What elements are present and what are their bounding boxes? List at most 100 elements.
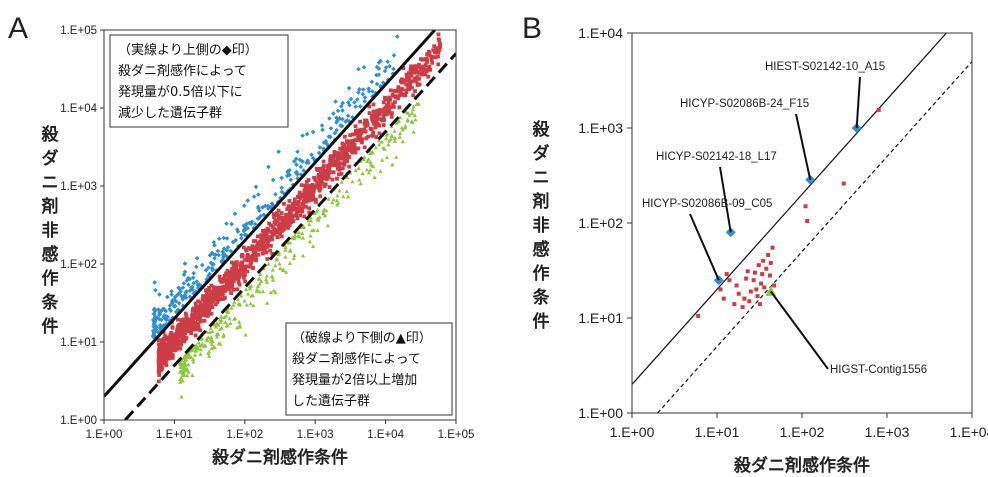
panel-a-points — [150, 32, 442, 399]
panel-a-point-unchanged — [375, 121, 380, 126]
panel-a-point-down — [215, 331, 221, 336]
panel-a-point-unchanged — [390, 92, 395, 97]
panel-a-point-down — [266, 261, 271, 266]
panel-a-point-unchanged — [279, 211, 284, 215]
panel-a-point-unchanged — [230, 260, 234, 265]
panel-a-point-unchanged — [348, 133, 353, 138]
panel-b-x-tick-label: 1.E+00 — [610, 424, 655, 440]
panel-a-point-unchanged — [272, 232, 277, 236]
panel-a-point-down — [379, 139, 384, 144]
panel-a-point-unchanged — [382, 118, 387, 123]
panel-a-point-unchanged — [415, 76, 420, 81]
panel-a-point-up — [153, 318, 158, 324]
panel-a-point-up — [153, 323, 159, 329]
panel-a-point-unchanged — [276, 226, 281, 231]
panel-a-point-down — [410, 107, 416, 112]
panel-a-point-unchanged — [291, 203, 296, 208]
panel-a-point-unchanged — [229, 291, 234, 295]
panel-a-point-unchanged — [300, 206, 305, 211]
panel-a-point-unchanged — [310, 197, 315, 202]
panel-a-point-up — [169, 288, 174, 294]
panel-a-point-unchanged — [185, 317, 190, 321]
panel-a-point-unchanged — [183, 337, 187, 342]
panel-a-point-down — [270, 278, 276, 282]
panel-a-point-unchanged — [213, 302, 218, 307]
panel-a-point-up — [256, 215, 262, 221]
panel-b-gene-label: HIEST-S02142-10_A15 — [765, 61, 885, 73]
panel-a-point-unchanged — [396, 86, 401, 91]
panel-a-point-up — [165, 314, 170, 320]
panel-a-point-up — [208, 260, 214, 266]
panel-a-point-down — [181, 356, 187, 361]
panel-a-point-unchanged — [356, 146, 361, 151]
panel-b-y-axis-title-char: ダ — [533, 143, 550, 164]
panel-a-point-unchanged — [241, 245, 246, 250]
panel-b-x-tick-label: 1.E+02 — [780, 424, 825, 440]
panel-a-point-down — [184, 352, 189, 357]
panel-a-point-down — [411, 104, 416, 109]
panel-a-point-unchanged — [176, 324, 181, 329]
panel-a-point-unchanged — [208, 289, 213, 294]
panel-a-point-unchanged — [188, 324, 193, 329]
panel-a-point-down — [345, 175, 350, 179]
panel-a-point-unchanged — [282, 223, 286, 227]
panel-b-x-axis-title: 殺ダニ剤感作条件 — [733, 455, 870, 476]
panel-a-point-down — [403, 124, 408, 128]
panel-a-point-down — [264, 277, 269, 282]
panel-a-point-up — [211, 251, 216, 257]
panel-a-point-down — [198, 352, 203, 356]
panel-a-point-up — [157, 325, 163, 330]
panel-a-point-up — [334, 115, 339, 121]
panel-a-point-up — [260, 205, 265, 210]
panel-a-point-unchanged — [190, 314, 195, 319]
panel-a-point-down — [179, 358, 184, 363]
panel-a-point-unchanged — [183, 328, 188, 333]
panel-a-point-up — [300, 133, 305, 138]
panel-a-point-unchanged — [270, 237, 274, 242]
panel-a-point-up — [266, 164, 271, 170]
panel-a-point-up — [270, 177, 276, 183]
panel-a-point-unchanged — [178, 330, 183, 335]
annotation-upper-line-1: （実線より上側の◆印） — [118, 42, 258, 58]
panel-b-dashed-line — [657, 61, 972, 413]
panel-b-point — [756, 263, 761, 268]
panel-a-point-down — [243, 287, 249, 291]
panel-a-point-up — [238, 232, 244, 238]
panel-a-point-down — [389, 133, 394, 138]
panel-b-callout-leader — [855, 76, 861, 129]
annotation-box-lower: （破線より下側の▲印） 殺ダニ剤感作によって 発現量が2倍以上増加 した遺伝子群 — [285, 322, 453, 416]
panel-a-point-up — [362, 95, 368, 100]
panel-a-point-unchanged — [237, 275, 241, 280]
panel-a-point-unchanged — [400, 80, 405, 85]
panel-b-callouts: HIEST-S02142-10_A15 HICYP-S02086B-24_F15 H… — [642, 61, 927, 376]
panel-a-point-unchanged — [255, 234, 260, 239]
panel-a-point-down — [300, 231, 305, 235]
panel-a-point-unchanged — [260, 251, 265, 256]
panel-a-point-down — [177, 369, 183, 374]
panel-a-point-unchanged — [353, 150, 358, 155]
panel-a-point-unchanged — [344, 147, 349, 151]
panel-b-y-axis-title-char: 非 — [533, 215, 550, 236]
panel-a-point-unchanged — [430, 55, 435, 59]
panel-a-point-unchanged — [250, 244, 255, 249]
panel-a-point-unchanged — [158, 367, 163, 372]
panel-a-point-down — [402, 125, 408, 130]
panel-a-point-down — [245, 291, 251, 296]
panel-a-point-down — [337, 188, 342, 193]
panel-a-point-down — [219, 318, 224, 323]
panel-a-point-unchanged — [302, 190, 307, 195]
annotation-upper-line-2: 殺ダニ剤感作によって — [118, 63, 247, 79]
panel-a-point-unchanged — [335, 176, 339, 181]
panel-b-y-axis-title-char: ニ — [533, 168, 550, 188]
panel-a-point-unchanged — [234, 268, 239, 273]
panel-a-point-unchanged — [161, 349, 166, 353]
panel-a-point-unchanged — [294, 212, 299, 217]
panel-a-point-unchanged — [198, 300, 203, 305]
panel-a-point-unchanged — [371, 109, 376, 114]
panel-a-point-up — [304, 160, 309, 166]
panel-a-point-unchanged — [261, 240, 266, 245]
panel-a-point-unchanged — [202, 318, 207, 323]
panel-a-point-down — [350, 179, 355, 184]
panel-a-point-unchanged — [415, 83, 420, 87]
panel-a-point-down — [287, 240, 293, 245]
